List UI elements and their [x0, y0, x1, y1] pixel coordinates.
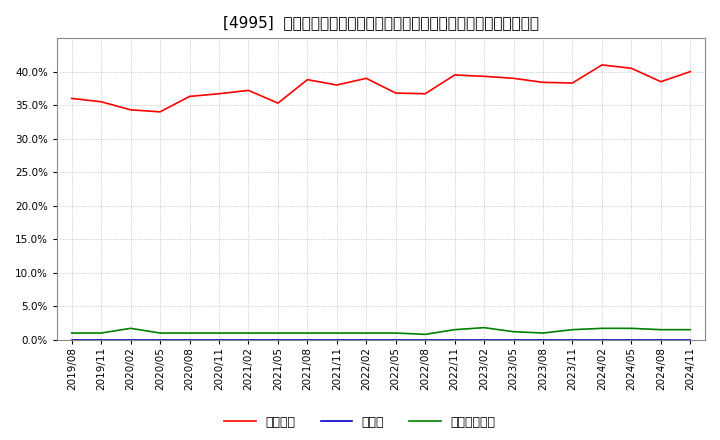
のれん	[657, 337, 665, 342]
のれん	[244, 337, 253, 342]
のれん	[303, 337, 312, 342]
のれん	[568, 337, 577, 342]
自己資本	[686, 69, 695, 74]
自己資本	[450, 72, 459, 77]
自己資本	[421, 91, 430, 96]
自己資本	[333, 82, 341, 88]
自己資本	[126, 107, 135, 113]
繰延税金資産	[539, 330, 547, 336]
のれん	[686, 337, 695, 342]
自己資本	[539, 80, 547, 85]
繰延税金資産	[244, 330, 253, 336]
繰延税金資産	[450, 327, 459, 332]
繰延税金資産	[185, 330, 194, 336]
のれん	[274, 337, 282, 342]
のれん	[215, 337, 223, 342]
のれん	[185, 337, 194, 342]
繰延税金資産	[509, 329, 518, 334]
のれん	[97, 337, 106, 342]
自己資本	[244, 88, 253, 93]
繰延税金資産	[126, 326, 135, 331]
自己資本	[185, 94, 194, 99]
のれん	[362, 337, 371, 342]
自己資本	[568, 81, 577, 86]
自己資本	[480, 73, 488, 79]
繰延税金資産	[657, 327, 665, 332]
繰延税金資産	[215, 330, 223, 336]
のれん	[421, 337, 430, 342]
のれん	[509, 337, 518, 342]
のれん	[392, 337, 400, 342]
のれん	[598, 337, 606, 342]
繰延税金資産	[274, 330, 282, 336]
Line: 繰延税金資産: 繰延税金資産	[72, 328, 690, 334]
自己資本	[68, 96, 76, 101]
のれん	[126, 337, 135, 342]
自己資本	[303, 77, 312, 82]
繰延税金資産	[97, 330, 106, 336]
繰延税金資産	[303, 330, 312, 336]
Legend: 自己資本, のれん, 繰延税金資産: 自己資本, のれん, 繰延税金資産	[220, 411, 500, 434]
自己資本	[97, 99, 106, 104]
繰延税金資産	[598, 326, 606, 331]
繰延税金資産	[568, 327, 577, 332]
繰延税金資産	[627, 326, 636, 331]
自己資本	[156, 109, 164, 114]
のれん	[156, 337, 164, 342]
繰延税金資産	[333, 330, 341, 336]
繰延税金資産	[68, 330, 76, 336]
自己資本	[274, 100, 282, 106]
繰延税金資産	[421, 332, 430, 337]
Title: [4995]  自己資本、のれん、繰延税金資産の総資産に対する比率の推移: [4995] 自己資本、のれん、繰延税金資産の総資産に対する比率の推移	[223, 15, 539, 30]
自己資本	[362, 76, 371, 81]
繰延税金資産	[392, 330, 400, 336]
のれん	[333, 337, 341, 342]
繰延税金資産	[686, 327, 695, 332]
のれん	[450, 337, 459, 342]
自己資本	[627, 66, 636, 71]
繰延税金資産	[480, 325, 488, 330]
のれん	[627, 337, 636, 342]
自己資本	[215, 91, 223, 96]
自己資本	[509, 76, 518, 81]
自己資本	[598, 62, 606, 68]
Line: 自己資本: 自己資本	[72, 65, 690, 112]
繰延税金資産	[156, 330, 164, 336]
のれん	[480, 337, 488, 342]
のれん	[539, 337, 547, 342]
繰延税金資産	[362, 330, 371, 336]
のれん	[68, 337, 76, 342]
自己資本	[392, 91, 400, 96]
自己資本	[657, 79, 665, 84]
